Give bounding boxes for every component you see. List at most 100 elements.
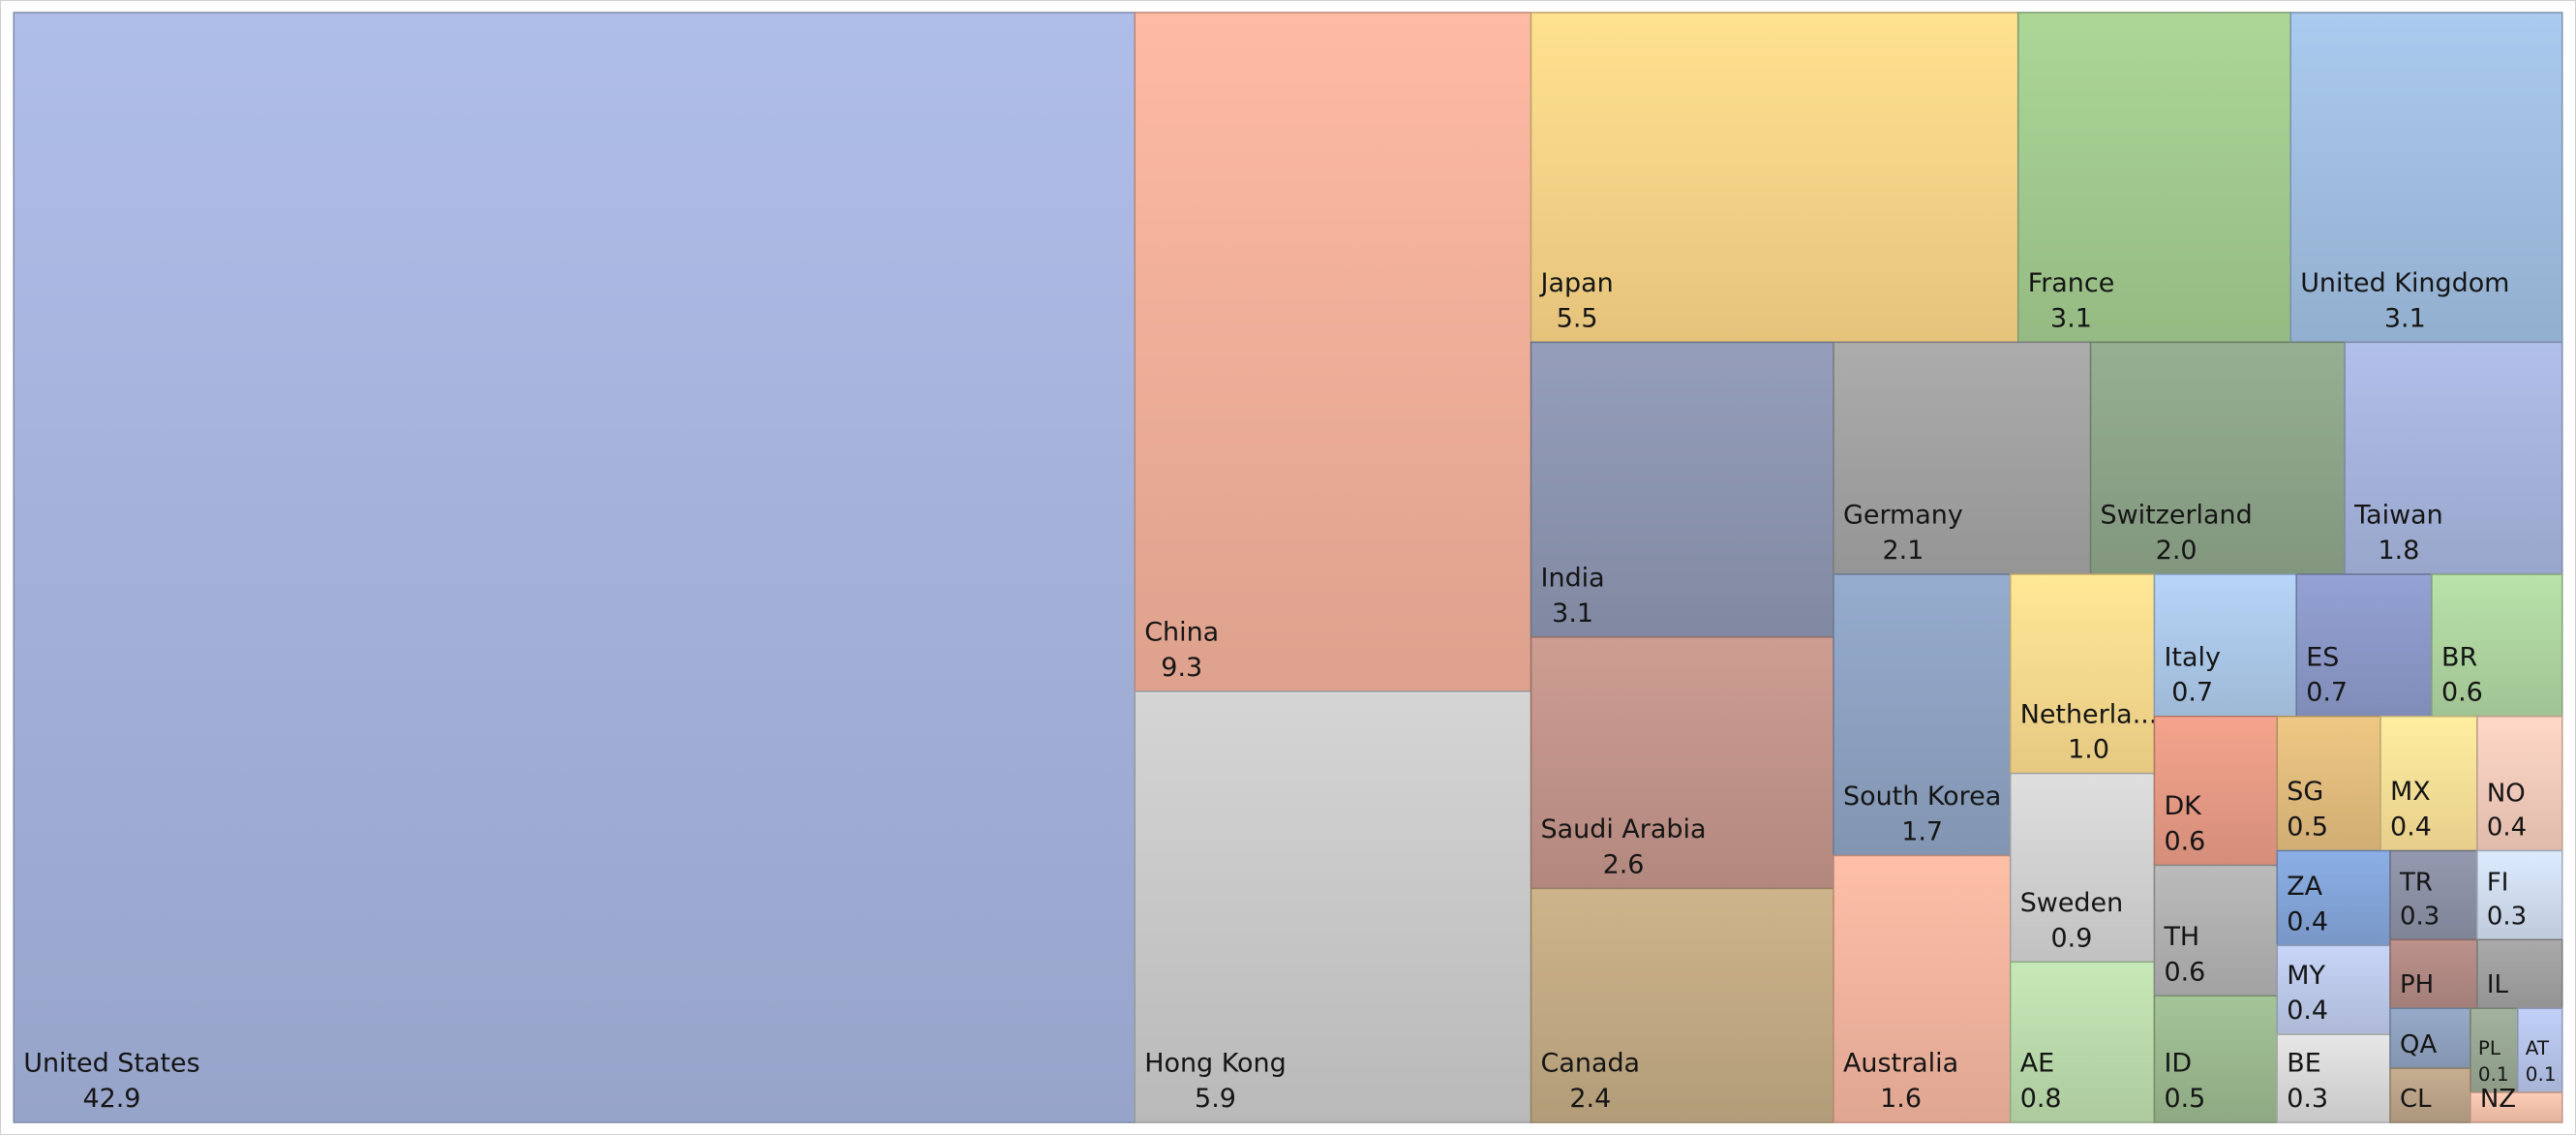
tile-fi: FI 0.3 — [2476, 849, 2563, 941]
tile-label: MY — [2287, 961, 2325, 991]
tile-mx: MX 0.4 — [2379, 715, 2478, 852]
tile-rect-switzerland — [2089, 341, 2346, 575]
tile-china: China 9.3 — [1134, 12, 1532, 692]
tile-rect-my — [2276, 944, 2391, 1035]
tile-value: 0.3 — [2487, 902, 2527, 931]
tile-value: 3.1 — [2384, 303, 2426, 333]
tile-saudi-arabia: Saudi Arabia 2.6 — [1530, 636, 1834, 890]
tile-value: 0.4 — [2287, 906, 2328, 936]
tile-rect-ph — [2389, 938, 2478, 1009]
tile-label: United States — [23, 1049, 199, 1079]
tile-label: Canada — [1541, 1049, 1641, 1079]
tile-value: 0.5 — [2164, 1084, 2205, 1114]
tile-rect-tr — [2389, 849, 2478, 941]
tile-label: Germany — [1843, 501, 1963, 531]
tile-value: 42.9 — [82, 1084, 140, 1114]
tile-rect-pl — [2470, 1007, 2519, 1093]
tile-value: 1.0 — [2068, 735, 2109, 765]
tile-pl: PL 0.1 — [2470, 1007, 2519, 1093]
tile-label: France — [2028, 268, 2115, 298]
tile-rect-br — [2431, 573, 2563, 718]
tile-label: Hong Kong — [1144, 1049, 1286, 1079]
tile-label: Taiwan — [2353, 501, 2443, 531]
tile-sg: SG 0.5 — [2276, 715, 2381, 852]
tile-label: SG — [2287, 777, 2323, 807]
tile-rect-dk — [2153, 715, 2279, 867]
tile-rect-australia — [1833, 854, 2012, 1123]
tile-label: IL — [2487, 970, 2509, 999]
tile-label: Australia — [1843, 1049, 1958, 1079]
tile-label: AE — [2020, 1049, 2054, 1079]
tile-il: IL — [2476, 938, 2563, 1009]
tile-sweden: Sweden 0.9 — [2009, 772, 2156, 964]
tile-nz: NZ — [2470, 1085, 2563, 1123]
tile-rect-united-states — [13, 12, 1136, 1123]
tile-br: BR 0.6 — [2431, 573, 2563, 718]
tile-australia: Australia 1.6 — [1833, 854, 2012, 1123]
tile-value: 5.9 — [1195, 1084, 1236, 1114]
tile-value: 5.5 — [1557, 303, 1598, 333]
tile-cl: CL — [2389, 1067, 2471, 1123]
tile-tr: TR 0.3 — [2389, 849, 2478, 941]
tile-label: CL — [2400, 1085, 2432, 1114]
tile-value: 2.6 — [1603, 849, 1645, 879]
tile-at: AT 0.1 — [2517, 1007, 2563, 1093]
tile-rect-id — [2153, 995, 2279, 1123]
tile-label: China — [1144, 617, 1219, 647]
tile-value: 0.1 — [2526, 1062, 2557, 1086]
tile-rect-fi — [2476, 849, 2563, 941]
tile-label: South Korea — [1843, 782, 2001, 812]
tile-label: QA — [2400, 1030, 2437, 1059]
tile-rect-nz — [2470, 1091, 2563, 1123]
tile-value: 0.6 — [2441, 678, 2483, 708]
tile-rect-saudi-arabia — [1530, 636, 1834, 890]
tile-label: TH — [2163, 922, 2199, 952]
tile-label: Saudi Arabia — [1541, 814, 1707, 844]
tile-value: 0.7 — [2171, 678, 2213, 708]
tile-qa: QA — [2389, 1007, 2471, 1069]
tile-no: NO 0.4 — [2476, 715, 2563, 852]
tile-label: ID — [2164, 1049, 2192, 1079]
tile-rect-be — [2276, 1033, 2391, 1123]
tile-rect-at — [2517, 1007, 2563, 1093]
tile-rect-india — [1530, 341, 1834, 638]
tile-th: TH 0.6 — [2153, 864, 2279, 997]
tile-za: ZA 0.4 — [2276, 849, 2391, 947]
tile-value: 1.6 — [1880, 1084, 1922, 1114]
tile-rect-china — [1134, 12, 1532, 692]
tile-rect-no — [2476, 715, 2563, 852]
tile-france: France 3.1 — [2016, 12, 2291, 344]
tile-rect-france — [2016, 12, 2291, 344]
tile-value: 2.0 — [2156, 536, 2197, 566]
tile-value: 0.5 — [2287, 813, 2328, 843]
tile-rect-es — [2295, 573, 2433, 718]
tile-value: 0.3 — [2287, 1084, 2328, 1114]
tile-label: Switzerland — [2101, 501, 2253, 531]
tile-taiwan: Taiwan 1.8 — [2344, 341, 2563, 575]
tile-label: Japan — [1539, 268, 1614, 298]
tile-rect-za — [2276, 849, 2391, 947]
tile-label: Sweden — [2020, 888, 2123, 918]
tile-rect-sg — [2276, 715, 2381, 852]
tile-value: 0.8 — [2020, 1084, 2062, 1114]
tile-canada: Canada 2.4 — [1530, 887, 1834, 1123]
tile-switzerland: Switzerland 2.0 — [2089, 341, 2346, 575]
tile-value: 0.1 — [2478, 1062, 2509, 1086]
tile-label: PH — [2400, 970, 2434, 999]
tile-hong-kong: Hong Kong 5.9 — [1134, 690, 1532, 1123]
tile-japan: Japan 5.5 — [1530, 12, 2019, 344]
tile-ae: AE 0.8 — [2009, 961, 2156, 1123]
tile-value: 9.3 — [1161, 653, 1202, 683]
tile-label: BE — [2287, 1049, 2321, 1079]
tile-value: 1.8 — [2378, 536, 2419, 566]
tile-label: Netherla... — [2020, 699, 2158, 729]
tile-united-states: United States 42.9 — [13, 12, 1136, 1123]
tile-ph: PH — [2389, 938, 2478, 1009]
tile-rect-th — [2153, 864, 2279, 997]
tile-my: MY 0.4 — [2276, 944, 2391, 1035]
tile-rect-united-kingdom — [2289, 12, 2563, 344]
tile-be: BE 0.3 — [2276, 1033, 2391, 1123]
tile-label: PL — [2478, 1036, 2501, 1059]
tile-united-kingdom: United Kingdom 3.1 — [2289, 12, 2563, 344]
